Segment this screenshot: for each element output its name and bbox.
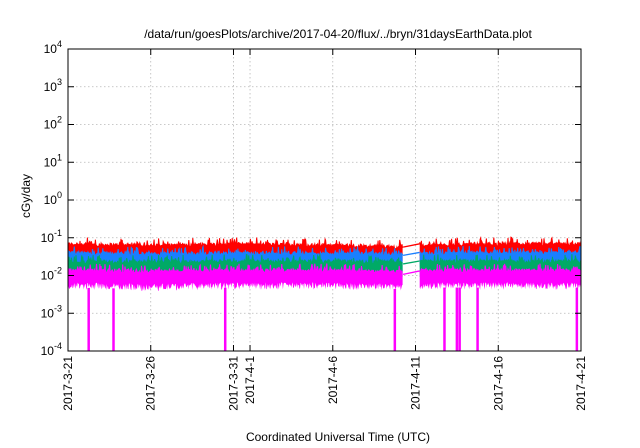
y-tick-label: 104 [44,39,62,56]
series-gap-bridge [402,270,420,276]
y-tick-label: 100 [44,190,62,207]
y-tick-label: 102 [44,115,62,132]
x-tick-label: 2017-4-21 [574,356,588,411]
series-gap-bridge [402,260,420,265]
y-tick-label: 10-4 [41,341,62,358]
y-tick-label: 103 [44,77,62,94]
y-axis-label: cGy/day [19,174,33,218]
y-tick-label: 10-2 [41,266,62,283]
x-tick-label: 2017-3-26 [144,356,158,411]
series-line [68,263,582,276]
series-gap-bridge [402,251,420,257]
series-gap-bridge [402,243,420,248]
x-tick-label: 2017-4-16 [491,356,505,411]
series-band [68,263,403,291]
x-tick-label: 2017-3-31 [226,356,240,411]
series-line [67,236,582,251]
grid [67,48,582,352]
chart-title: /data/run/goesPlots/archive/2017-04-20/f… [144,27,532,41]
series-line [67,253,582,266]
x-tick-label: 2017-4-11 [409,356,423,410]
x-tick-label: 2017-4-1 [243,356,257,404]
ticks: 10-4 10-3 10-2 10-1 100 101 102 103 104 2017-3-21… [41,39,588,411]
y-tick-label: 10-1 [41,228,62,245]
series-layer [67,236,582,351]
x-tick-label: 2017-4-6 [326,356,340,404]
series-line [67,244,582,258]
x-axis-label: Coordinated Universal Time (UTC) [246,430,430,444]
plot-border [67,48,582,352]
y-tick-label: 10-3 [41,303,62,320]
x-tick-label: 2017-3-21 [61,356,75,411]
y-tick-label: 101 [44,152,62,169]
